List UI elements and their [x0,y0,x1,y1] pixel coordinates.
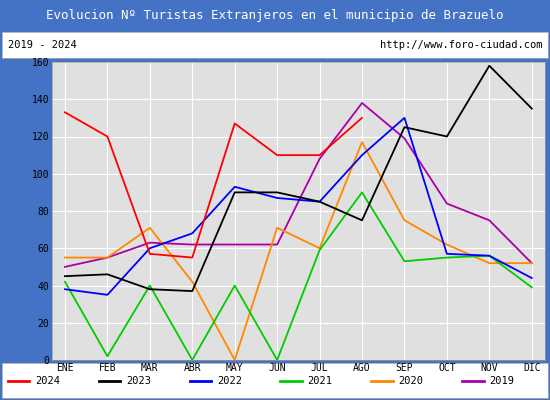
Text: 2023: 2023 [126,376,151,386]
Text: 2024: 2024 [35,376,60,386]
Text: 2022: 2022 [217,376,242,386]
Text: 2020: 2020 [399,376,424,386]
Text: 2019 - 2024: 2019 - 2024 [8,40,76,50]
Text: 2021: 2021 [308,376,333,386]
Text: Evolucion Nº Turistas Extranjeros en el municipio de Brazuelo: Evolucion Nº Turistas Extranjeros en el … [46,8,504,22]
Text: http://www.foro-ciudad.com: http://www.foro-ciudad.com [380,40,542,50]
Text: 2019: 2019 [490,376,515,386]
